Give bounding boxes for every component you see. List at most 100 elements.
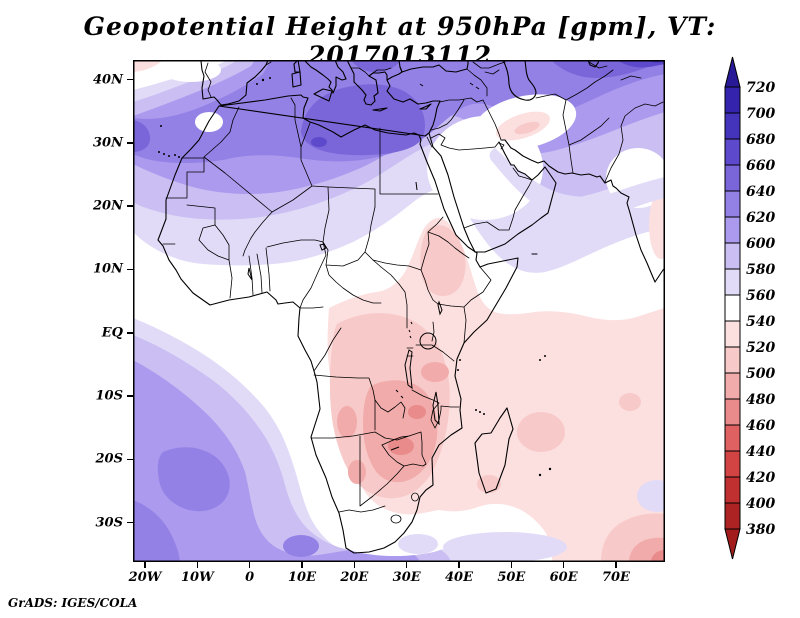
colorbar-cell [724,138,741,166]
colorbar-arrow-up [724,56,741,88]
lat-tick [127,458,133,461]
colorbar-cell [724,398,741,426]
lon-tick-label: 10W [181,570,214,585]
colorbar-label: 580 [746,262,775,278]
colorbar-cell [724,424,741,452]
contour-480-tanzania [421,362,449,382]
lake-kariba [390,446,400,451]
attribution-text: GrADS: IGES/COLA [8,596,138,610]
lat-tick [127,395,133,397]
lon-tick-label: 20W [128,570,162,585]
lon-tick [458,562,460,568]
islands-layer [158,77,552,477]
coastline-layer [157,60,665,554]
coastline-caspian-sea [502,60,537,101]
lakes-layer [247,82,480,451]
lon-tick-label: 0 [245,570,255,585]
contour-500-ethiopia [420,225,466,296]
coastline-iberia [200,60,269,106]
colorbar-label: 600 [746,236,775,252]
lat-tick [127,332,133,334]
lon-tick-label: 70E [601,570,630,585]
colorbar-cell [724,242,741,270]
lat-tick [127,78,133,81]
lake-chad [319,243,327,251]
contour-560-east-edge-patch [637,480,665,512]
contour-500-east-madagascar [517,412,565,452]
lon-tick-label: 50E [497,570,526,585]
map-canvas [133,60,665,562]
lake-nasser [415,181,418,191]
coastline-corsica [293,60,301,73]
lat-tick-label: 30S [95,515,123,531]
lake-malawi [432,391,440,426]
colorbar-svg: 720 700 680 660 640 620 600 580 560 540 520 500 480 4… [724,56,775,560]
contour-560-gulf-band [489,148,665,220]
colorbar: 720 700 680 660 640 620 600 580 560 540 520 500 480 4… [712,48,792,582]
lon-tick-label: 10E [288,570,316,585]
colorbar-cell [724,268,741,296]
lake-victoria [419,332,437,350]
lon-tick [248,562,251,568]
coastline-black-sea [399,60,469,73]
coastline-balkans-greece [346,60,388,106]
lon-tick [144,562,146,568]
colorbar-cell [724,164,741,192]
contour-500-mesopotamia [514,121,540,135]
contour-620-south-blob [157,447,230,512]
contour-520-india-edge [649,191,665,259]
lon-tick-label: 40E [444,570,473,585]
contour-620-sw-corner [133,500,180,562]
lat-tick [127,268,133,271]
colorbar-label: 400 [746,496,775,512]
coastline-africa-main [157,105,519,554]
coastline-crete [372,107,388,112]
lon-tick [562,562,565,568]
contour-620-south-spot [283,535,319,557]
lon-tick-label: 30E [392,570,421,585]
lat-tick [127,142,133,144]
lat-tick [127,521,133,524]
lon-tick [405,562,408,568]
colorbar-cell [724,294,741,322]
colorbar-label: 560 [746,288,775,304]
colorbar-cell [724,450,741,478]
contour-480-namibia [348,460,366,484]
map-frame [133,60,665,562]
colorbar-label: 700 [746,106,775,122]
contour-640-atlantic [133,120,151,152]
coastline-iran-india [500,139,665,283]
colorbar-arrow-down [724,528,741,560]
borders-layer [162,61,664,524]
lat-tick-label: 20S [95,451,123,467]
lon-tick [196,562,199,568]
colorbar-cell [724,86,741,114]
colorbar-cell [724,372,741,400]
contour-600-south [133,360,420,562]
colorbar-cell [724,476,741,504]
colorbar-label: 440 [746,444,775,460]
lon-tick [301,562,303,568]
lat-tick-label: 10N [93,261,123,277]
colorbar-label: 660 [746,158,775,174]
contour-660-libya-spot [311,137,327,147]
contour-560-south-tongue [443,532,567,562]
coastline-italy [301,60,347,94]
lat-tick-label: 20N [93,198,123,214]
contour-fill-layer [133,60,665,562]
lakes-albertine [395,321,413,399]
colorbar-label: 680 [746,132,775,148]
contour-500-indian-spot [619,393,641,411]
colorbar-label: 420 [746,470,775,486]
coastline-madagascar [474,407,514,494]
lon-tick-label: 60E [549,570,578,585]
colorbar-label: 520 [746,340,775,356]
contour-460-zambia [388,437,414,455]
colorbar-label: 380 [746,522,775,538]
colorbar-cell [724,112,741,140]
lake-van-urmia-tuz [419,82,480,90]
coastline-africa-eurasia-med [218,60,441,138]
coastline-cyprus [419,103,432,110]
contour-520-nw-corner [133,60,163,72]
